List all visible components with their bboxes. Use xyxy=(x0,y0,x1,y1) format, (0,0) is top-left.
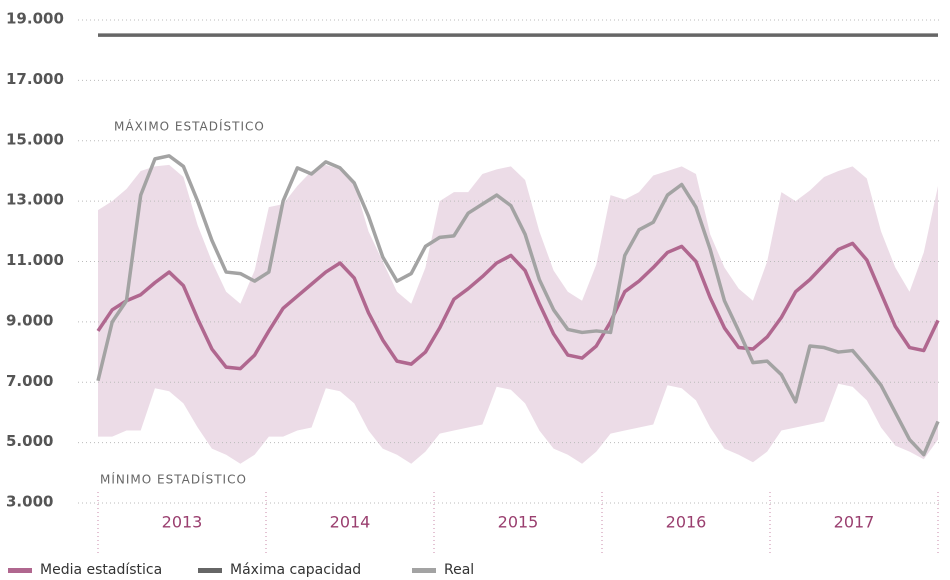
x-tick-label: 2014 xyxy=(330,513,371,532)
series-line xyxy=(96,154,940,457)
y-tick-label: 11.000 xyxy=(6,251,64,269)
series-line xyxy=(96,241,940,371)
annotation: MÍNIMO ESTADÍSTICO xyxy=(100,472,247,487)
y-tick-label: 17.000 xyxy=(6,70,64,88)
legend-label: Real xyxy=(444,562,474,578)
legend-swatch xyxy=(412,568,436,573)
y-tick-label: 9.000 xyxy=(6,311,53,329)
legend-label: Media estadística xyxy=(40,562,162,578)
x-tick-label: 2016 xyxy=(666,513,707,532)
legend-swatch xyxy=(198,568,222,573)
x-tick-label: 2015 xyxy=(498,513,539,532)
statistical-band xyxy=(98,164,938,464)
x-tick-label: 2017 xyxy=(834,513,875,532)
y-tick-label: 3.000 xyxy=(6,493,53,511)
y-tick-label: 15.000 xyxy=(6,130,64,148)
legend-swatch xyxy=(8,568,32,573)
y-tick-label: 19.000 xyxy=(6,10,64,28)
legend-label: Máxima capacidad xyxy=(230,562,361,578)
y-tick-label: 7.000 xyxy=(6,372,53,390)
annotation: MÁXIMO ESTADÍSTICO xyxy=(114,119,265,134)
y-tick-label: 5.000 xyxy=(6,432,53,450)
y-tick-label: 13.000 xyxy=(6,191,64,209)
band-layer xyxy=(78,19,940,504)
x-tick-label: 2013 xyxy=(162,513,203,532)
